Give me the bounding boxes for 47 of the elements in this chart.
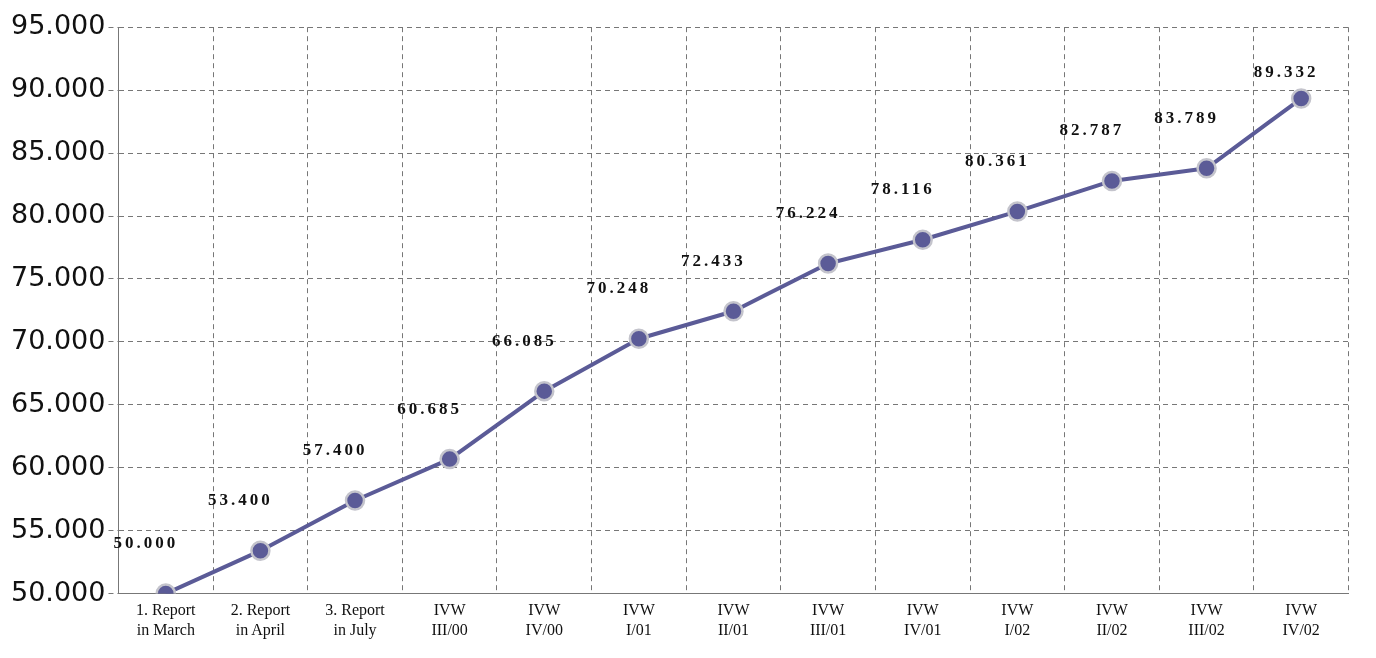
x-tick-label: IVW IV/02	[1282, 601, 1320, 638]
y-tick-label: 75.000	[10, 260, 106, 292]
point	[250, 540, 271, 562]
y-tick-label: 85.000	[10, 135, 106, 167]
y-tick-label: 55.000	[10, 512, 106, 544]
x-tick-label: 2. Report in April	[230, 601, 291, 639]
x-tick-label: IVW II/01	[717, 601, 751, 638]
point	[344, 490, 366, 511]
y-tick-label: 80.000	[10, 198, 106, 230]
data-label: 53.400	[208, 490, 273, 510]
x-tick-label: IVW III/01	[809, 601, 847, 638]
x-tick-label: IVW I/02	[1001, 601, 1035, 638]
data-label: 89.332	[1253, 61, 1319, 81]
y-tick-label: 70.000	[10, 323, 106, 355]
x-tick-label: IVW III/00	[431, 601, 468, 638]
point	[534, 380, 555, 402]
point	[628, 328, 650, 349]
x-tick-label: IVW IV/01	[904, 601, 942, 638]
point	[1196, 158, 1217, 179]
data-label: 76.224	[775, 202, 841, 222]
x-tick-label: 3. Report in July	[325, 601, 386, 639]
data-label: 60.685	[397, 398, 463, 418]
y-tick-label: 90.000	[10, 72, 106, 104]
x-tick-label: IVW III/02	[1188, 601, 1225, 638]
x-tick-label: IVW I/01	[622, 601, 656, 638]
point	[723, 300, 744, 322]
y-tick-label: 95.000	[10, 9, 106, 41]
data-label: 80.361	[964, 150, 1030, 170]
data-label: 82.787	[1059, 120, 1125, 140]
y-tick-label: 60.000	[10, 449, 106, 481]
data-label: 57.400	[302, 439, 368, 459]
data-label: 66.085	[491, 330, 557, 350]
data-label: 78.116	[870, 179, 935, 199]
point	[1007, 201, 1028, 222]
data-label: 83.789	[1154, 107, 1219, 127]
x-tick-label: IVW IV/00	[525, 601, 563, 638]
data-label: 70.248	[586, 278, 652, 298]
point	[439, 448, 460, 470]
point	[912, 229, 933, 250]
x-tick-label: 1. Report in March	[136, 601, 197, 638]
y-tick-label: 65.000	[10, 386, 106, 418]
point	[817, 253, 839, 274]
point	[1101, 170, 1123, 192]
data-label: 72.433	[681, 250, 746, 270]
y-tick-label: 50.000	[10, 575, 106, 607]
point	[1290, 88, 1312, 109]
x-tick-label: IVW II/02	[1095, 601, 1129, 638]
